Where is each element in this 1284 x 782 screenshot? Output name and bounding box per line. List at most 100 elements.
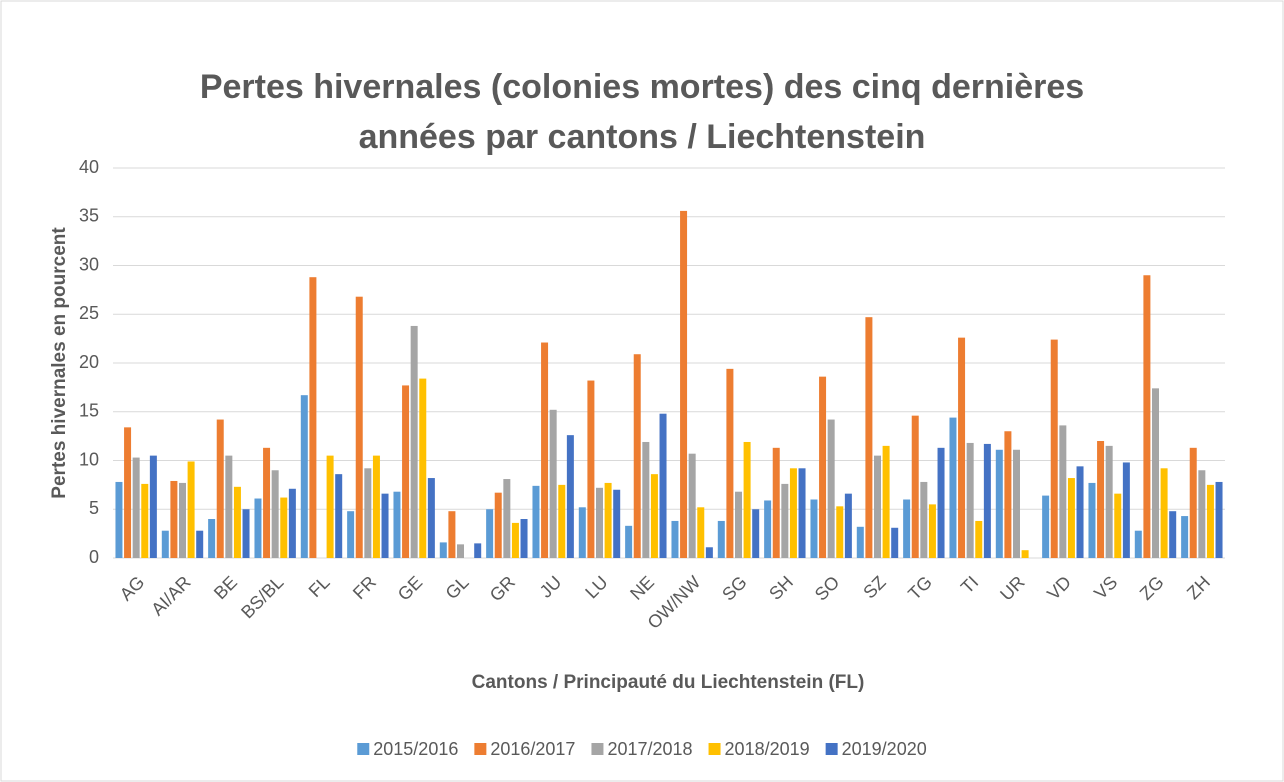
bar <box>474 543 482 558</box>
bar <box>1067 478 1075 558</box>
bar <box>132 457 140 558</box>
y-tick-label: 10 <box>79 449 99 469</box>
bar <box>1088 482 1096 558</box>
bar <box>225 455 233 558</box>
bar <box>874 455 881 558</box>
bar <box>781 483 789 558</box>
bar <box>141 483 149 558</box>
legend-swatch <box>825 743 838 755</box>
bar <box>242 509 250 558</box>
bar <box>844 493 852 558</box>
bar <box>764 500 772 558</box>
bar <box>532 485 540 558</box>
bar <box>1206 484 1214 558</box>
bar <box>1105 445 1113 558</box>
bar <box>335 474 343 558</box>
bar <box>503 479 511 558</box>
legend-swatch <box>708 743 721 755</box>
bar <box>419 378 427 558</box>
bar <box>326 455 334 558</box>
bar <box>772 447 780 558</box>
bar <box>958 337 966 558</box>
bar <box>1198 470 1206 558</box>
bar <box>920 481 928 558</box>
bar <box>300 395 308 558</box>
bar <box>578 507 586 558</box>
bar <box>1189 447 1197 558</box>
legend-swatch <box>474 743 487 755</box>
bar <box>596 487 603 558</box>
bar <box>402 385 410 558</box>
bar <box>179 482 186 558</box>
bar <box>697 507 705 558</box>
bar <box>613 489 621 558</box>
bar <box>819 376 827 558</box>
bar <box>1122 462 1130 558</box>
bar <box>633 354 641 558</box>
bar <box>798 468 806 558</box>
bar <box>1050 339 1058 558</box>
bar <box>427 478 435 558</box>
bar <box>856 526 864 558</box>
legend-label: 2019/2020 <box>842 739 927 759</box>
legend-swatch <box>591 743 604 755</box>
bar <box>587 380 595 558</box>
y-axis-title: Pertes hivernales en pourcent <box>49 227 70 499</box>
bar <box>891 527 899 558</box>
bar <box>280 497 288 558</box>
bar <box>216 419 224 558</box>
legend-label: 2015/2016 <box>373 739 458 759</box>
bar <box>983 443 991 558</box>
bar <box>149 455 157 558</box>
bar <box>726 368 734 558</box>
bar <box>604 482 612 558</box>
bar <box>187 461 195 558</box>
bar <box>1143 275 1151 558</box>
bar <box>789 468 797 558</box>
bar <box>393 491 401 558</box>
bar <box>836 506 844 558</box>
bar <box>642 441 650 558</box>
bar <box>288 488 296 558</box>
bar <box>680 210 688 558</box>
y-tick-label: 25 <box>79 303 99 323</box>
bar <box>928 504 936 558</box>
bar <box>208 519 216 558</box>
bar <box>410 325 418 558</box>
y-tick-label: 5 <box>89 498 99 518</box>
bar <box>1181 516 1189 558</box>
bar <box>1076 466 1084 558</box>
bar <box>511 522 519 558</box>
bar <box>381 493 389 558</box>
bar <box>975 520 983 558</box>
bar <box>347 511 355 558</box>
legend-swatch <box>357 743 370 755</box>
bar <box>1042 495 1050 558</box>
bar <box>903 499 911 558</box>
x-axis-title: Cantons / Principauté du Liechtenstein (… <box>472 672 865 693</box>
bar <box>810 499 818 558</box>
bar <box>688 453 696 558</box>
y-tick-label: 20 <box>79 352 99 372</box>
bar <box>671 520 679 558</box>
bar <box>541 342 549 558</box>
bar <box>254 498 262 558</box>
bar <box>1013 449 1020 558</box>
bar <box>743 441 751 558</box>
bar <box>566 435 574 558</box>
bar <box>650 474 658 558</box>
bar <box>1169 511 1177 558</box>
legend-label: 2016/2017 <box>490 739 575 759</box>
legend-label: 2018/2019 <box>725 739 810 759</box>
bar <box>494 492 502 558</box>
bar <box>1021 550 1029 558</box>
bar <box>271 470 279 558</box>
bar <box>1004 431 1012 558</box>
bar <box>1097 441 1105 558</box>
bar <box>911 415 919 558</box>
bar <box>355 296 363 558</box>
bar <box>439 542 447 558</box>
